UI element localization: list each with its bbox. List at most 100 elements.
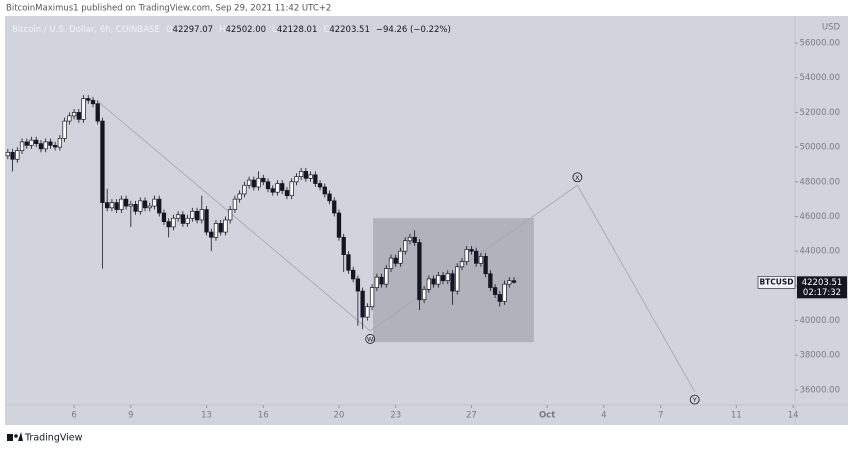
candle-body	[152, 198, 157, 207]
candle-body	[398, 250, 403, 264]
candle-body	[384, 268, 389, 285]
candle-body	[502, 283, 507, 302]
candle-body	[48, 141, 53, 146]
y-tick-label: 44000.00	[799, 247, 840, 257]
candle-body	[265, 181, 271, 190]
attribution: BitcoinMaximus1 published on TradingView…	[6, 4, 331, 14]
candle-body	[180, 214, 186, 224]
candle-body	[459, 261, 465, 268]
candle-body	[478, 256, 484, 264]
candle-body	[29, 139, 34, 146]
x-tick-label: 6	[71, 411, 76, 421]
legend-key: L	[272, 25, 277, 35]
candle-body	[71, 112, 77, 117]
candle-body	[109, 202, 115, 209]
candle-body	[289, 181, 294, 197]
candle-body	[280, 183, 285, 191]
candle-body	[81, 98, 86, 120]
candle-body	[412, 236, 417, 243]
candle-body	[157, 198, 162, 214]
x-tick-label: 27	[466, 411, 477, 421]
x-tick-label: 4	[601, 411, 606, 421]
wave-label-circle	[689, 394, 700, 405]
y-tick-label: 40000.00	[799, 316, 840, 326]
candle-body	[190, 210, 195, 219]
candle-body	[355, 278, 361, 292]
candle-body	[114, 202, 119, 210]
candle-body	[327, 193, 332, 202]
candle-body	[95, 103, 100, 122]
candle-body	[313, 174, 318, 184]
candle-body	[332, 200, 337, 214]
x-tick-label: 23	[390, 411, 401, 421]
ticker-tag	[757, 276, 796, 289]
y-tick-label: 56000.00	[799, 39, 840, 49]
candle-body	[218, 223, 223, 233]
candle-body	[511, 280, 517, 283]
y-tick-label: 52000.00	[799, 108, 840, 118]
candle-body	[171, 217, 176, 228]
candle-body	[232, 198, 238, 210]
x-tick-label: 14	[788, 411, 799, 421]
candle-body	[374, 276, 379, 288]
candle-body	[209, 231, 214, 238]
candle-body	[346, 254, 351, 271]
candle-body	[341, 236, 346, 255]
candle-body	[43, 141, 48, 150]
candle-body	[308, 174, 313, 179]
legend-symbol: Bitcoin / U.S. Dollar, 6h, COINBASE	[12, 25, 160, 35]
candle-body	[464, 249, 469, 262]
candle-body	[237, 193, 242, 200]
candle-body	[303, 171, 309, 179]
candle-body	[436, 275, 441, 285]
candle-body	[426, 278, 432, 290]
candle-body	[322, 186, 327, 195]
logo-mark	[7, 434, 13, 441]
logo-mark	[14, 434, 18, 438]
legend-change: −94.26 (−0.22%)	[376, 25, 451, 35]
candle-body	[403, 240, 408, 252]
candle-body	[455, 266, 460, 292]
candle-body	[100, 120, 105, 203]
candle-body	[147, 205, 152, 209]
candle-body	[483, 256, 488, 275]
candle-body	[379, 276, 384, 285]
legend-key: O	[166, 25, 173, 35]
candle-body	[86, 98, 91, 101]
wave-line	[98, 101, 696, 392]
candle-body	[34, 139, 39, 144]
candle-body	[336, 212, 342, 238]
candle-body	[407, 236, 413, 242]
legend: Bitcoin / U.S. Dollar, 6h, COINBASE O4229…	[12, 25, 451, 35]
candle-body	[365, 306, 370, 318]
wave-label-circle	[365, 334, 376, 344]
candle-body	[492, 287, 498, 295]
x-tick-label: 9	[128, 411, 133, 421]
candle-body	[76, 112, 81, 120]
candle-body	[256, 177, 261, 188]
candle-body	[469, 249, 474, 252]
candle-body	[15, 150, 20, 160]
y-tick-label: 48000.00	[799, 177, 840, 187]
candle-body	[450, 273, 455, 292]
ticker: BTCUSD	[759, 277, 793, 286]
candle-body	[275, 183, 280, 193]
candle-body	[294, 176, 299, 183]
candle-body	[228, 209, 233, 221]
candle-body	[204, 209, 209, 233]
price-tag	[797, 276, 847, 299]
x-tick-label: 20	[334, 411, 345, 421]
candle-body	[123, 198, 129, 207]
candle-body	[90, 99, 96, 105]
candle-body	[38, 143, 44, 150]
logo-mark	[18, 432, 23, 441]
candle-body	[119, 198, 124, 210]
candle-body	[175, 214, 181, 219]
candle-body	[142, 200, 148, 209]
candle-body	[421, 288, 427, 301]
candle-body	[242, 184, 247, 195]
x-tick-label: 13	[201, 411, 212, 421]
candle-body	[10, 151, 15, 160]
candle-body	[369, 287, 375, 308]
